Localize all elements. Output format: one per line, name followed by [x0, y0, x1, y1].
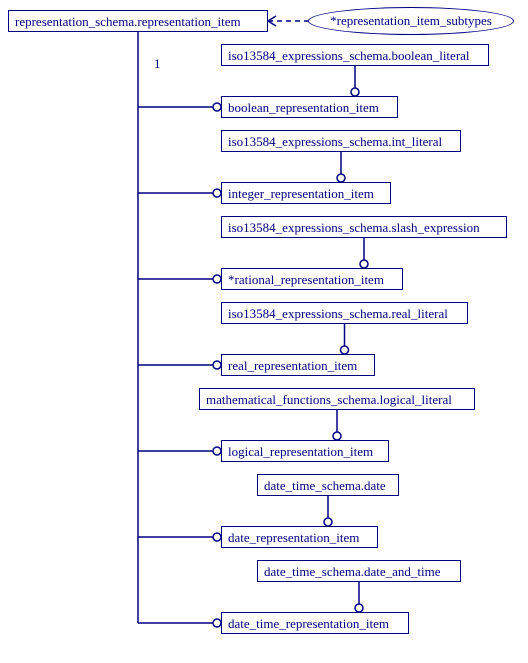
- item-box-0: boolean_representation_item: [221, 96, 398, 118]
- schema-box-1: iso13584_expressions_schema.int_literal: [221, 130, 461, 152]
- schema-box-5: date_time_schema.date: [257, 474, 399, 496]
- item-box-3: real_representation_item: [221, 354, 375, 376]
- item-box-2: *rational_representation_item: [221, 268, 403, 290]
- schema-box-4: mathematical_functions_schema.logical_li…: [199, 388, 475, 410]
- schema-box-3: iso13584_expressions_schema.real_literal: [221, 302, 468, 324]
- item-box-6: date_time_representation_item: [221, 612, 409, 634]
- root-box: representation_schema.representation_ite…: [8, 10, 268, 32]
- schema-box-6: date_time_schema.date_and_time: [257, 560, 461, 582]
- diagram-canvas: representation_schema.representation_ite…: [0, 0, 528, 663]
- branch-annotation: 1: [154, 56, 161, 72]
- item-box-1: integer_representation_item: [221, 182, 391, 204]
- subtypes-ellipse: *representation_item_subtypes: [308, 7, 514, 35]
- item-box-5: date_representation_item: [221, 526, 378, 548]
- item-box-4: logical_representation_item: [221, 440, 389, 462]
- schema-box-2: iso13584_expressions_schema.slash_expres…: [221, 216, 507, 238]
- schema-box-0: iso13584_expressions_schema.boolean_lite…: [221, 44, 489, 66]
